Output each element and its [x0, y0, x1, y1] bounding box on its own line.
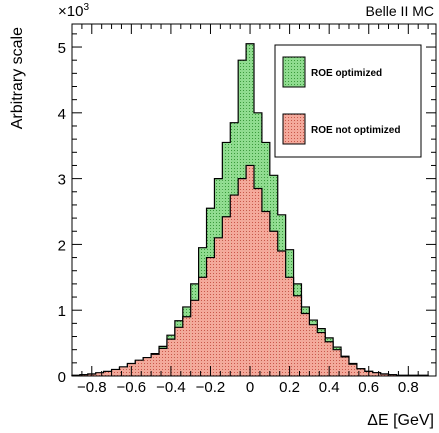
y-tick-label: 2 — [58, 237, 66, 254]
histogram-bar — [317, 332, 326, 376]
x-tick-label: 0.6 — [358, 379, 379, 396]
histogram-bar — [246, 165, 254, 376]
x-tick-label: −0.2 — [196, 379, 226, 396]
histogram-bar — [261, 211, 270, 376]
histogram-bar — [95, 372, 104, 376]
y-multiplier-exponent: 3 — [83, 2, 89, 13]
y-tick-label-zero: 0 — [58, 369, 66, 386]
x-tick-label: 0 — [246, 379, 254, 396]
histogram-bar — [166, 339, 175, 376]
histogram-bar — [222, 216, 231, 376]
histogram-bar — [277, 250, 286, 376]
histogram-bar — [206, 257, 215, 376]
legend-swatch-roe-not-optimized — [282, 113, 306, 145]
histogram-bar — [333, 349, 342, 376]
histogram-bar — [151, 354, 160, 376]
histogram-bar — [174, 327, 183, 376]
histogram-bar — [285, 277, 294, 376]
histogram-outline — [71, 164, 429, 376]
x-tick-label: −0.4 — [156, 379, 186, 396]
histogram-bar — [254, 188, 262, 376]
histogram-bar — [182, 316, 191, 376]
y-tick-label: 1 — [58, 303, 66, 320]
histogram-bar — [103, 371, 112, 376]
histogram-bar — [198, 277, 207, 376]
y-multiplier-base: ×10 — [58, 3, 83, 20]
plot-frame — [71, 23, 437, 377]
histogram-bar — [230, 195, 239, 376]
y-tick-label: 5 — [58, 40, 66, 57]
histogram-bar — [190, 300, 199, 376]
y-multiplier: ×103 — [58, 2, 89, 20]
histogram-bar — [238, 178, 247, 376]
histogram-bar — [269, 231, 278, 376]
histogram-bar — [79, 374, 88, 376]
histogram-bar — [372, 372, 381, 376]
experiment-label: Belle II MC — [366, 3, 434, 19]
histogram-bar — [388, 374, 397, 376]
x-tick-label: 0.2 — [279, 379, 300, 396]
histogram-bar — [356, 368, 365, 376]
legend-swatch-roe-optimized — [282, 56, 306, 88]
histogram-bar — [341, 356, 349, 376]
histogram-bar — [380, 374, 389, 376]
axes-layer: −0.8 −0.6 −0.4 −0.2 0 0.2 0.4 0.6 0.8 1 2 3 4 5 0 — [58, 24, 436, 396]
x-tick-label: −0.8 — [77, 379, 107, 396]
legend: ROE optimized ROE not optimized — [274, 44, 422, 158]
x-tick-label: −0.6 — [117, 379, 147, 396]
legend-label-roe-optimized: ROE optimized — [311, 68, 382, 79]
histogram-bar — [159, 348, 167, 376]
histogram-bar — [348, 364, 357, 376]
histogram-bar — [214, 237, 223, 376]
series-roe-not-optimized — [71, 164, 429, 376]
histogram-bar — [143, 357, 152, 376]
y-tick-label: 4 — [58, 106, 66, 123]
histogram-bar — [301, 313, 310, 376]
y-tick-label: 3 — [58, 172, 66, 189]
legend-label-roe-not-optimized: ROE not optimized — [311, 125, 400, 136]
histogram-bar — [111, 369, 120, 376]
x-axis-label: ΔE [GeV] — [367, 412, 434, 429]
x-tick-label: 0.4 — [319, 379, 340, 396]
histogram-bar — [325, 341, 334, 376]
histogram-bar — [293, 295, 302, 376]
histogram-bar — [135, 360, 144, 376]
histogram-bar — [119, 366, 128, 376]
y-axis-label: Arbitrary scale — [9, 27, 26, 129]
histogram-bar — [309, 324, 318, 376]
x-tick-label: 0.8 — [398, 379, 419, 396]
